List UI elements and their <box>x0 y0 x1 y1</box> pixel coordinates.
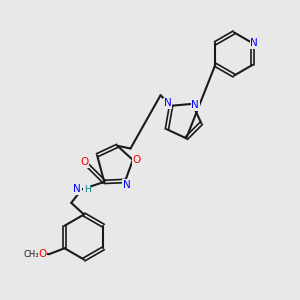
Text: O: O <box>38 249 46 259</box>
Text: H: H <box>84 185 91 194</box>
Text: N: N <box>191 100 199 110</box>
Text: N: N <box>164 98 171 108</box>
Text: CH₃: CH₃ <box>23 250 39 259</box>
Text: O: O <box>80 158 88 167</box>
Text: N: N <box>250 38 258 48</box>
Text: O: O <box>132 155 141 165</box>
Text: N: N <box>123 180 130 190</box>
Text: N: N <box>74 184 81 194</box>
